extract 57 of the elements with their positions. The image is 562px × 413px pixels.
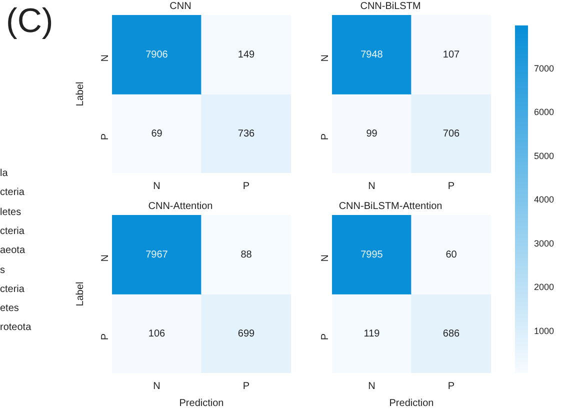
color-bar-label: 1000 (534, 326, 554, 336)
x-tick-label: P (448, 380, 455, 392)
x-tick-label: N (368, 180, 376, 192)
color-bar-label: 7000 (534, 63, 554, 74)
x-axis-title: Prediction (389, 398, 434, 409)
color-bar-label: 2000 (534, 282, 554, 292)
chart-title: CNN-Attention (148, 200, 213, 212)
data-label: 107 (442, 49, 460, 60)
chart-title: CNN-BiLSTM (360, 0, 421, 12)
color-bar-label: 5000 (534, 150, 554, 161)
data-label: 69 (151, 128, 163, 140)
y-tick-label: N (320, 54, 331, 62)
text: etes (0, 303, 19, 314)
y-tick-label: P (320, 133, 331, 140)
x-tick-label: P (242, 380, 250, 392)
chart-title: CNN (170, 0, 192, 12)
data-label: 706 (442, 128, 460, 140)
color-bar-label: 4000 (534, 194, 554, 205)
data-label: 99 (366, 128, 378, 140)
y-tick-label: N (320, 254, 331, 262)
x-tick-label: N (368, 380, 376, 392)
text: aeota (0, 245, 26, 256)
data-label: 106 (148, 328, 166, 340)
data-label: 7906 (146, 49, 168, 60)
text: cteria (0, 187, 24, 198)
data-label: 119 (364, 328, 380, 340)
text: letes (0, 206, 22, 218)
y-tick-label: P (100, 333, 111, 340)
text: s (0, 264, 5, 276)
x-tick-label: N (153, 380, 160, 392)
text: la (0, 168, 8, 179)
data-label: 149 (238, 49, 256, 60)
y-tick-label: P (320, 333, 331, 340)
x-tick-label: P (448, 180, 455, 192)
data-label: 686 (442, 328, 460, 340)
x-tick-label: P (242, 180, 250, 192)
x-tick-label: N (153, 180, 160, 192)
text: cteria (0, 226, 24, 237)
data-label: 699 (238, 328, 256, 340)
text: (C) (6, 2, 54, 41)
color-bar-label: 6000 (534, 107, 554, 118)
data-label: 88 (240, 249, 252, 260)
data-label: 7995 (360, 249, 384, 260)
data-label: 736 (238, 128, 256, 140)
y-axis-title: Label (74, 282, 86, 306)
chart-title: CNN-BiLSTM-Attention (338, 200, 442, 212)
x-axis-title: Prediction (179, 398, 224, 409)
y-axis-title: Label (74, 82, 86, 106)
text: cteria (0, 284, 24, 295)
y-tick-label: N (100, 254, 111, 262)
y-tick-label: N (100, 54, 111, 62)
data-label: 60 (446, 249, 458, 260)
text: roteota (0, 322, 32, 334)
y-tick-label: P (100, 133, 111, 140)
data-label: 7948 (360, 49, 384, 60)
color-bar-label: 3000 (534, 238, 554, 248)
data-label: 7967 (146, 249, 168, 260)
